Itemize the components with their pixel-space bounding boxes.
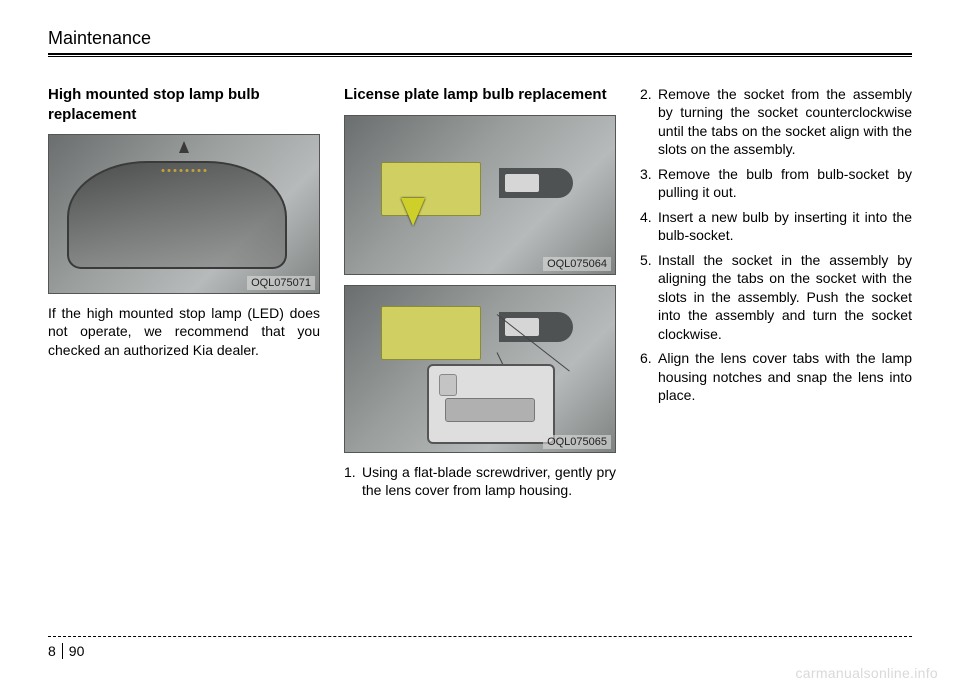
figure-license-plate-2: OQL075065 — [344, 285, 616, 453]
license-plate-illustration — [381, 162, 481, 216]
step-number: 1. — [344, 463, 362, 500]
column-1: High mounted stop lamp bulb replacement … — [48, 85, 320, 505]
figure-caption: OQL075064 — [543, 257, 611, 271]
step-4: 4. Insert a new bulb by inserting it int… — [640, 208, 912, 245]
step-1: 1. Using a flat-blade screwdriver, gentl… — [344, 463, 616, 500]
antenna-icon — [179, 141, 189, 153]
step-3: 3. Remove the bulb from bulb-socket by p… — [640, 165, 912, 202]
column-2: License plate lamp bulb replacement OQL0… — [344, 85, 616, 505]
watermark: carmanualsonline.info — [796, 665, 939, 681]
step-number: 6. — [640, 349, 658, 404]
column-3: 2. Remove the socket from the assembly b… — [640, 85, 912, 505]
footer: 8 90 — [48, 636, 912, 659]
license-plate-illustration — [381, 306, 481, 360]
step-2: 2. Remove the socket from the assembly b… — [640, 85, 912, 159]
step-text: Remove the socket from the assembly by t… — [658, 85, 912, 159]
header-section-title: Maintenance — [48, 28, 912, 49]
header-rule-bottom — [48, 56, 912, 57]
step-number: 2. — [640, 85, 658, 159]
figure-caption: OQL075065 — [543, 435, 611, 449]
bulb-socket-illustration — [439, 374, 457, 396]
heading-license-plate-lamp: License plate lamp bulb replacement — [344, 85, 616, 105]
page-number: 90 — [63, 643, 85, 659]
step-text: Using a flat-blade screwdriver, gently p… — [362, 463, 616, 500]
figure-caption: OQL075071 — [247, 276, 315, 290]
figure-license-plate-1: OQL075064 — [344, 115, 616, 275]
arrow-down-icon — [401, 198, 425, 226]
step-text: Remove the bulb from bulb-socket by pull… — [658, 165, 912, 202]
step-number: 4. — [640, 208, 658, 245]
rear-window-illustration — [67, 161, 287, 269]
stop-lamp-leds — [162, 169, 207, 172]
lamp-lens-illustration — [505, 174, 539, 192]
lens-cover-illustration — [445, 398, 535, 422]
step-text: Install the socket in the assembly by al… — [658, 251, 912, 343]
footer-rule — [48, 636, 912, 637]
step-number: 5. — [640, 251, 658, 343]
footer-page-numbers: 8 90 — [48, 643, 912, 659]
step-5: 5. Install the socket in the assembly by… — [640, 251, 912, 343]
figure-high-mounted-stop-lamp: OQL075071 — [48, 134, 320, 294]
chapter-number: 8 — [48, 643, 63, 659]
header-rule-top — [48, 53, 912, 55]
paragraph-stop-lamp: If the high mounted stop lamp (LED) does… — [48, 304, 320, 359]
step-number: 3. — [640, 165, 658, 202]
heading-high-mounted-stop-lamp: High mounted stop lamp bulb replacement — [48, 85, 320, 124]
columns: High mounted stop lamp bulb replacement … — [48, 85, 912, 505]
step-text: Insert a new bulb by inserting it into t… — [658, 208, 912, 245]
step-6: 6. Align the lens cover tabs with the la… — [640, 349, 912, 404]
step-text: Align the lens cover tabs with the lamp … — [658, 349, 912, 404]
